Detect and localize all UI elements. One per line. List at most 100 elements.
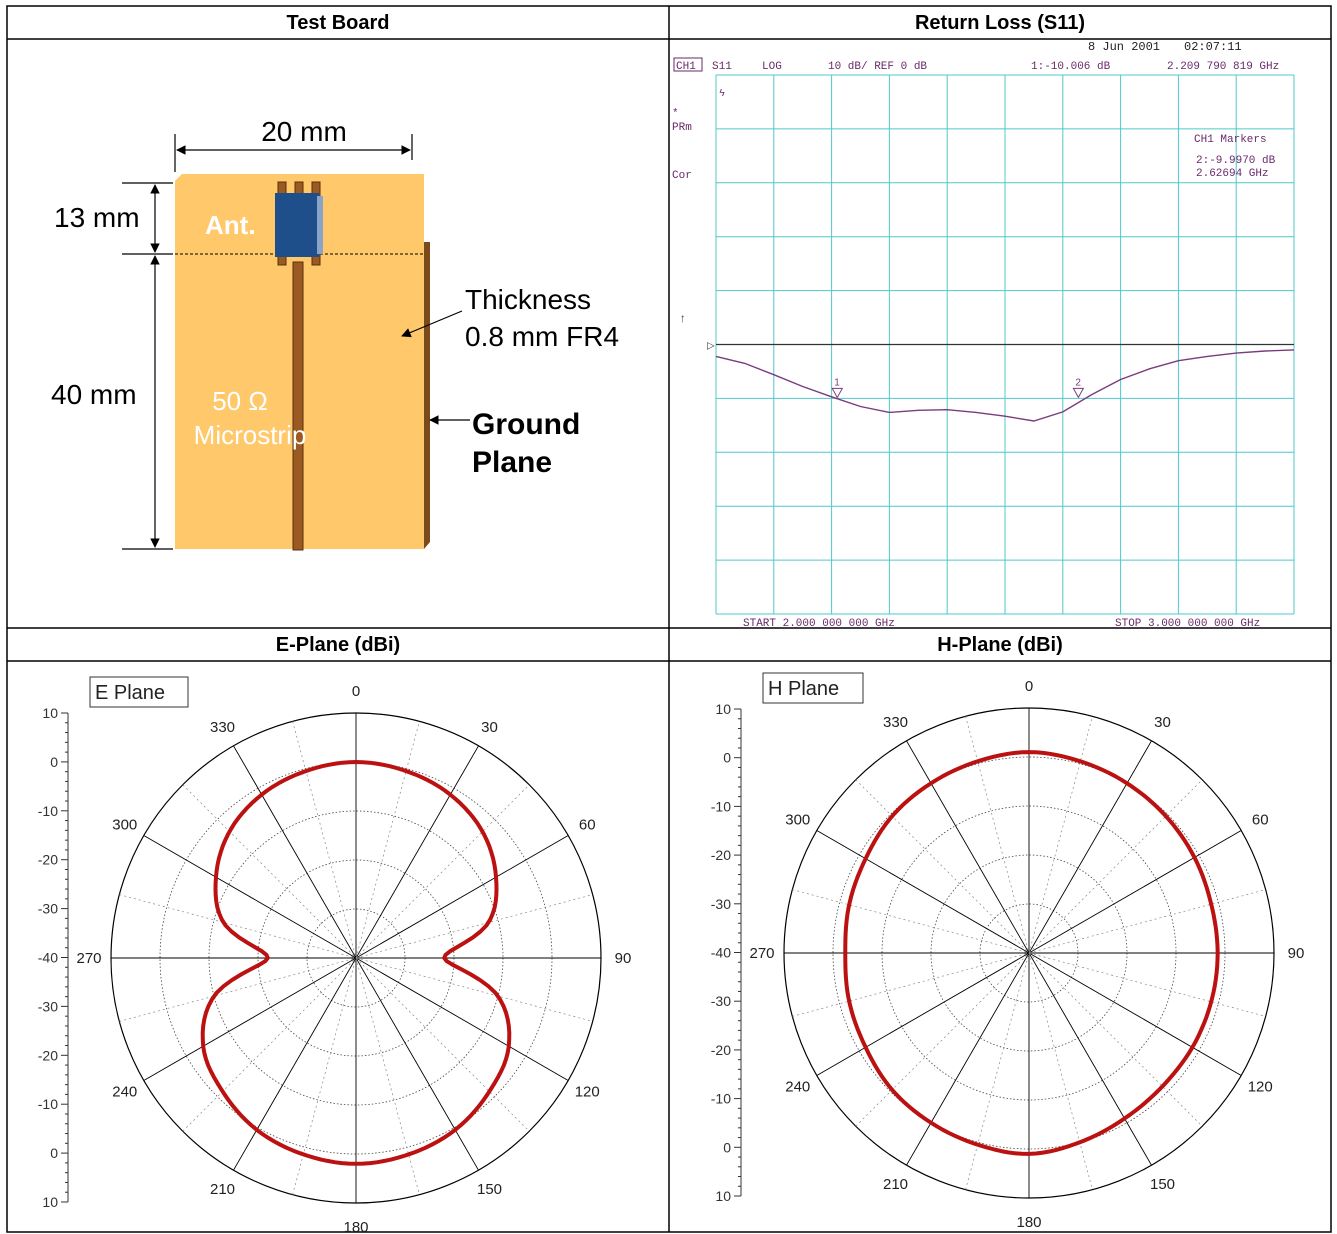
scale-tick-label: -20 (38, 1047, 58, 1063)
angle-label: 300 (785, 812, 810, 829)
header-return-loss: Return Loss (S11) (914, 12, 1086, 34)
angle-label: 30 (481, 719, 498, 736)
markers-title: CH1 Markers (1194, 134, 1267, 146)
scale-tick-label: -40 (38, 950, 58, 966)
main-dimension-label: 40 mm (51, 379, 137, 410)
trace-top-marker-icon: ϟ (719, 88, 725, 100)
header-h-plane: H-Plane (dBi) (937, 634, 1063, 656)
microstrip-label-line2: Microstrip (194, 420, 307, 450)
scale-tick-label: -10 (38, 1096, 58, 1112)
angle-label: 120 (1248, 1079, 1273, 1096)
antenna-component (275, 181, 323, 266)
marker-2: 2 (1072, 377, 1085, 399)
scale-tick-label: 10 (715, 701, 731, 717)
angle-label: 270 (76, 950, 101, 967)
angle-label: 150 (1150, 1176, 1175, 1193)
stop-frequency: STOP 3.000 000 000 GHz (1115, 618, 1260, 630)
s11-trace-line (715, 349, 1295, 422)
polar-scale-axis: 10 0 -10 -20 -30 -40 -30 -20 -10 0 10 (38, 705, 69, 1210)
ground-label-line1: Ground (472, 408, 580, 441)
angle-label: 270 (749, 945, 774, 962)
width-dimension-label: 20 mm (261, 116, 347, 147)
angle-label: 180 (343, 1219, 368, 1234)
angle-label: 210 (210, 1181, 235, 1198)
scale-tick-label: -30 (38, 998, 58, 1014)
scale-tick-label: -10 (711, 1091, 731, 1107)
thickness-label-line1: Thickness (465, 284, 591, 315)
angle-label: 240 (112, 1084, 137, 1101)
test-board-drawing: 20 mm 13 mm 40 mm Ant. Thickness 0.8 mm … (51, 116, 619, 551)
angle-label: 330 (883, 714, 908, 731)
angle-label: 90 (1288, 945, 1305, 962)
scale-tick-label: -30 (38, 901, 58, 917)
scale-tick-label: 0 (50, 1145, 58, 1161)
thickness-label-line2: 0.8 mm FR4 (465, 321, 619, 352)
scale-tick-label: 10 (42, 1194, 58, 1210)
radiation-pattern-line (843, 750, 1220, 1156)
scale-tick-label: -30 (711, 993, 731, 1009)
side-star: * (672, 108, 679, 120)
table-grid (6, 5, 1332, 1233)
angle-label: 180 (1016, 1214, 1041, 1231)
analyzer-date: 8 Jun 2001 (1088, 40, 1160, 54)
angle-label: 0 (352, 683, 360, 700)
dimension-lines (122, 134, 470, 550)
header-test-board: Test Board (286, 12, 390, 34)
scale-tick-label: -10 (711, 798, 731, 814)
param-label: S11 (712, 61, 732, 73)
angle-label: 210 (883, 1176, 908, 1193)
scale-tick-label: -10 (38, 803, 58, 819)
scale-tick-label: 10 (715, 1188, 731, 1204)
polar-title: E Plane (95, 682, 165, 704)
side-cor: Cor (672, 170, 692, 182)
scale-tick-label: 0 (50, 754, 58, 770)
analyzer-time: 02:07:11 (1184, 40, 1242, 54)
angle-label: 120 (575, 1084, 600, 1101)
polar-title-box: E Plane (89, 676, 189, 708)
microstrip-label-line1: 50 Ω (212, 386, 268, 416)
return-loss-plot: 8 Jun 2001 02:07:11 CH1 S11 LOG 10 dB/ R… (672, 40, 1295, 630)
angle-label: 330 (210, 719, 235, 736)
scale-label: 10 dB/ REF 0 dB (828, 61, 927, 73)
side-prm: PRm (672, 122, 692, 134)
angle-label: 90 (615, 950, 632, 967)
marker-label: 2 (1075, 377, 1081, 388)
scale-tick-label: -20 (38, 852, 58, 868)
angle-label: 150 (477, 1181, 502, 1198)
top-dimension-label: 13 mm (54, 202, 140, 233)
radiation-pattern-line (200, 760, 512, 1166)
polar-title: H Plane (768, 678, 839, 700)
ref-arrow-icon: ↑ (679, 312, 686, 326)
angle-label: 30 (1154, 714, 1171, 731)
marker1-readout: 1:-10.006 dB (1031, 61, 1111, 73)
scale-tick-label: -40 (711, 945, 731, 961)
scale-tick-label: -30 (711, 896, 731, 912)
scale-tick-label: 0 (723, 750, 731, 766)
start-frequency: START 2.000 000 000 GHz (743, 618, 895, 630)
angle-label: 300 (112, 817, 137, 834)
reference-pointer-icon: ▷ (707, 341, 715, 352)
format-label: LOG (762, 61, 782, 73)
microstrip-line (292, 261, 304, 551)
channel-label: CH1 (676, 61, 696, 73)
polar-scale-axis: 10 0 -10 -20 -30 -40 -30 -20 -10 0 10 (711, 701, 742, 1204)
ground-plane-edge (424, 242, 430, 549)
marker2-frequency: 2.62694 GHz (1196, 168, 1269, 180)
scale-tick-label: 0 (723, 1139, 731, 1155)
marker-1: 1 (831, 377, 844, 399)
marker-label: 1 (834, 377, 840, 388)
scale-tick-label: -20 (711, 1042, 731, 1058)
angle-label: 240 (785, 1079, 810, 1096)
s11-trace-group: ▷ 1 2 (707, 341, 1295, 422)
polar-title-box: H Plane (762, 672, 864, 704)
angle-label: 0 (1025, 678, 1033, 695)
angle-label: 60 (1252, 812, 1269, 829)
ground-label-line2: Plane (472, 446, 552, 479)
scale-tick-label: 10 (42, 705, 58, 721)
e-plane-polar-chart: E Plane 10 0 -10 -20 -30 -40 -30 -20 -10 0 10 0 30 60 9… (38, 676, 632, 1234)
polar-spokes (784, 708, 1274, 1198)
polar-spokes (111, 713, 601, 1203)
marker1-frequency: 2.209 790 819 GHz (1167, 61, 1279, 73)
